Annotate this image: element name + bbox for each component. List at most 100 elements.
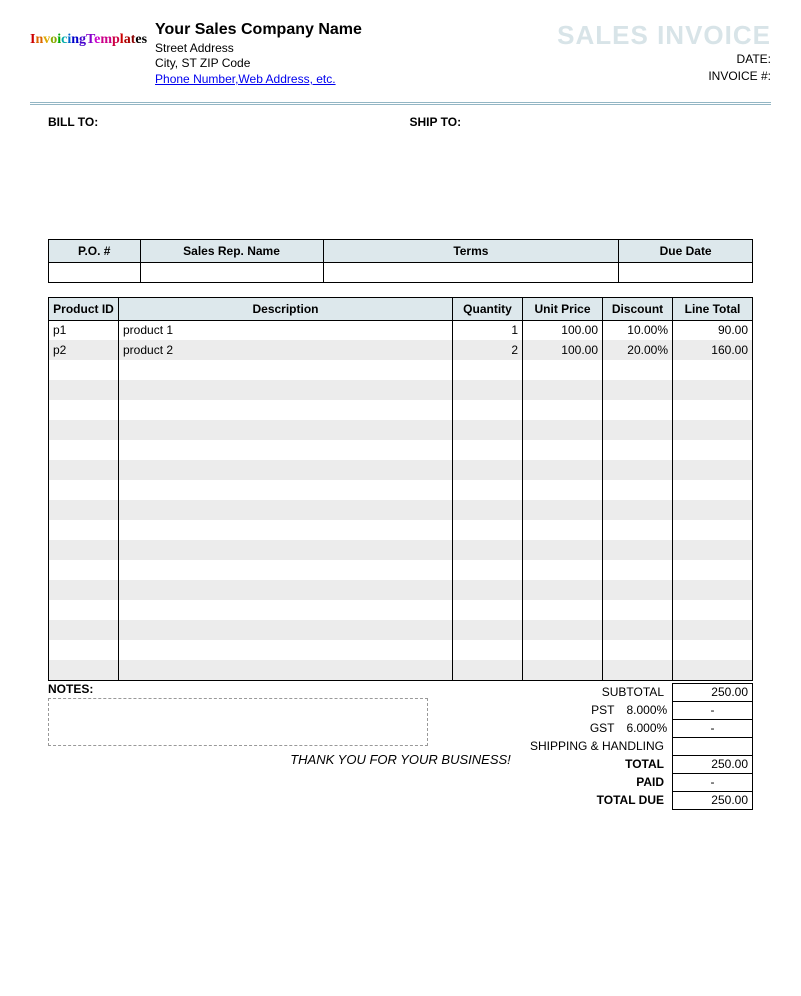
item-cell xyxy=(119,380,453,400)
bill-to-label: BILL TO: xyxy=(48,115,410,129)
item-cell: 10.00% xyxy=(603,320,673,340)
item-cell xyxy=(453,400,523,420)
item-cell xyxy=(673,440,753,460)
item-cell: product 1 xyxy=(119,320,453,340)
item-cell xyxy=(453,580,523,600)
item-cell xyxy=(673,540,753,560)
total-value: 250.00 xyxy=(673,755,753,773)
company-name: Your Sales Company Name xyxy=(155,20,362,41)
item-cell xyxy=(453,460,523,480)
item-cell xyxy=(673,420,753,440)
item-cell: product 2 xyxy=(119,340,453,360)
item-cell xyxy=(673,580,753,600)
item-cell xyxy=(673,660,753,680)
doc-title: SALES INVOICE xyxy=(557,20,771,51)
gst-value: - xyxy=(673,719,753,737)
item-cell xyxy=(673,520,753,540)
notes-label: NOTES: xyxy=(48,682,428,696)
item-cell xyxy=(49,380,119,400)
item-cell xyxy=(49,480,119,500)
table-row xyxy=(49,440,753,460)
item-cell xyxy=(603,460,673,480)
item-cell xyxy=(523,520,603,540)
company-city: City, ST ZIP Code xyxy=(155,56,362,72)
item-cell xyxy=(49,620,119,640)
meta-cell xyxy=(140,262,323,282)
item-cell xyxy=(603,520,673,540)
item-cell xyxy=(603,380,673,400)
item-cell xyxy=(119,660,453,680)
items-header-desc: Description xyxy=(119,297,453,320)
item-cell xyxy=(523,640,603,660)
item-cell xyxy=(673,620,753,640)
item-cell xyxy=(523,460,603,480)
item-cell xyxy=(453,360,523,380)
items-header-qty: Quantity xyxy=(453,297,523,320)
item-cell xyxy=(673,560,753,580)
item-cell: p1 xyxy=(49,320,119,340)
item-cell xyxy=(603,660,673,680)
meta-cell xyxy=(323,262,619,282)
item-cell xyxy=(119,600,453,620)
item-cell xyxy=(49,540,119,560)
items-header-pid: Product ID xyxy=(49,297,119,320)
item-cell xyxy=(453,520,523,540)
item-cell: 90.00 xyxy=(673,320,753,340)
item-cell xyxy=(603,480,673,500)
item-cell xyxy=(603,500,673,520)
item-cell xyxy=(603,400,673,420)
item-cell xyxy=(603,440,673,460)
table-row xyxy=(49,480,753,500)
table-row xyxy=(49,400,753,420)
item-cell: 1 xyxy=(453,320,523,340)
meta-header-po: P.O. # xyxy=(49,239,141,262)
item-cell xyxy=(453,540,523,560)
table-row xyxy=(49,640,753,660)
header-right: SALES INVOICE DATE: INVOICE #: xyxy=(557,20,771,88)
item-cell xyxy=(523,360,603,380)
meta-header-due: Due Date xyxy=(619,239,753,262)
item-cell xyxy=(119,440,453,460)
items-header-disc: Discount xyxy=(603,297,673,320)
item-cell xyxy=(603,620,673,640)
item-cell xyxy=(49,500,119,520)
items-header-price: Unit Price xyxy=(523,297,603,320)
item-cell xyxy=(453,420,523,440)
table-row xyxy=(49,420,753,440)
item-cell xyxy=(673,480,753,500)
item-cell xyxy=(523,500,603,520)
item-cell xyxy=(49,600,119,620)
item-cell xyxy=(603,560,673,580)
item-cell xyxy=(49,560,119,580)
table-row: p1product 11100.0010.00%90.00 xyxy=(49,320,753,340)
due-value: 250.00 xyxy=(673,791,753,809)
item-cell xyxy=(603,540,673,560)
meta-cell xyxy=(49,262,141,282)
item-cell xyxy=(673,380,753,400)
item-cell xyxy=(603,420,673,440)
items-table: Product ID Description Quantity Unit Pri… xyxy=(48,297,753,681)
ship-to-label: SHIP TO: xyxy=(410,115,772,129)
item-cell: 20.00% xyxy=(603,340,673,360)
item-cell xyxy=(49,440,119,460)
item-cell: 2 xyxy=(453,340,523,360)
table-row xyxy=(49,520,753,540)
item-cell xyxy=(453,620,523,640)
item-cell xyxy=(49,520,119,540)
item-cell xyxy=(119,400,453,420)
table-row xyxy=(49,500,753,520)
item-cell xyxy=(453,640,523,660)
item-cell xyxy=(523,600,603,620)
company-contact-link[interactable]: Phone Number,Web Address, etc. xyxy=(155,72,336,86)
meta-cell xyxy=(619,262,753,282)
item-cell xyxy=(523,660,603,680)
paid-label: PAID xyxy=(48,773,673,791)
item-cell xyxy=(523,480,603,500)
due-label: TOTAL DUE xyxy=(48,791,673,809)
item-cell xyxy=(119,420,453,440)
gst-pct: 6.000% xyxy=(623,719,673,737)
table-row xyxy=(49,540,753,560)
item-cell xyxy=(119,520,453,540)
company-block: Your Sales Company Name Street Address C… xyxy=(155,20,362,88)
table-row xyxy=(49,380,753,400)
